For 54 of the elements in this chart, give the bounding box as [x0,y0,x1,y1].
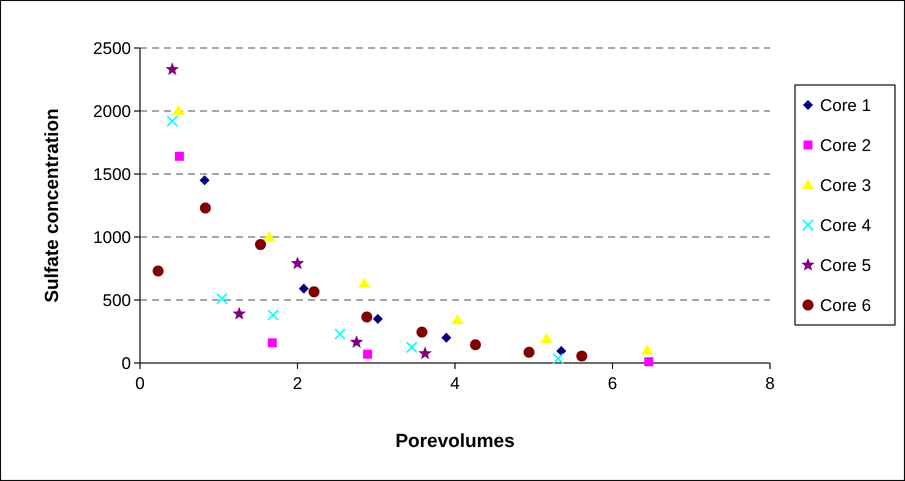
legend-label: Core 3 [820,176,872,195]
point [556,346,566,356]
legend-label: Core 1 [820,96,872,115]
point [358,278,370,288]
point [470,339,481,350]
point [290,256,304,270]
point [406,341,418,354]
legend-label: Core 4 [820,216,872,235]
x-tick-label: 4 [450,374,460,393]
x-tick-label: 6 [608,374,618,393]
point [540,333,552,344]
point [418,346,432,360]
y-axis-title: Sulfate concentration [42,108,63,303]
point [254,239,266,250]
point [552,352,564,364]
point [152,266,164,277]
point [363,350,372,359]
y-tick-label: 2000 [93,102,131,121]
point [416,326,428,338]
point [644,357,654,366]
x-tick-label: 2 [292,374,302,393]
point [268,338,277,348]
point [200,175,210,186]
point [361,312,372,323]
point [350,335,364,348]
point [441,332,452,343]
legend-label: Core 2 [820,136,872,155]
point [263,231,276,241]
point [451,314,464,324]
point [372,314,383,324]
point [641,344,654,354]
y-tick-label: 0 [122,354,131,373]
point [334,328,346,340]
point [298,284,309,294]
point [267,309,279,321]
point [216,292,228,305]
legend-label: Core 5 [820,256,872,275]
point [232,306,246,320]
y-tick-label: 2500 [93,38,131,58]
point [166,115,178,127]
y-tick-label: 1000 [93,228,131,247]
y-tick-label: 1500 [93,164,131,184]
x-axis-title: Porevolumes [395,431,515,452]
x-tick-label: 0 [135,374,145,393]
point [172,105,185,115]
y-tick-label: 500 [102,290,131,310]
x-tick-label: 8 [765,374,775,393]
point [200,202,211,214]
point [524,346,535,358]
legend-label: Core 6 [820,296,872,315]
point [166,62,179,76]
point [576,350,588,362]
point [308,286,320,298]
point [174,152,184,161]
